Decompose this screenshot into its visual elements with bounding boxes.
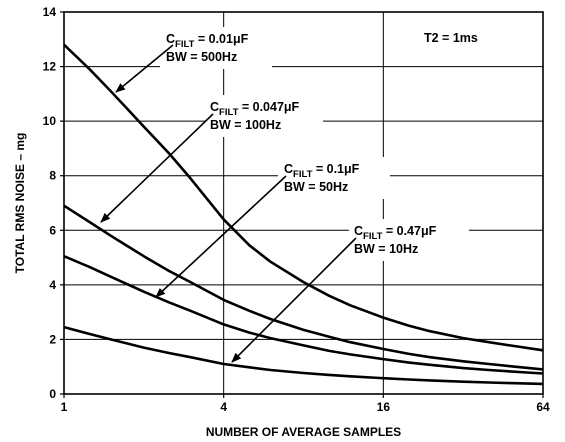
y-axis-label: TOTAL RMS NOISE – mg	[13, 133, 27, 274]
annotation-bw-c2: BW = 100Hz	[210, 118, 281, 132]
x-tick-label-1: 4	[220, 400, 227, 414]
annotation-cfilt-c3: CFILT = 0.1μF	[284, 162, 360, 180]
annotation-bw-c3: BW = 50Hz	[284, 180, 348, 194]
annotation-arrow-c2	[100, 113, 214, 223]
annotation-cfilt-c2: CFILT = 0.047μF	[210, 100, 300, 118]
plot-frame	[63, 11, 544, 395]
noise-curve-1	[63, 43, 544, 352]
y-tick-label-5: 10	[43, 114, 57, 128]
y-tick-label-0: 0	[49, 387, 56, 401]
curve-layer	[63, 43, 544, 386]
annotation-arrow-c4	[231, 237, 357, 363]
y-tick-label-4: 8	[49, 169, 56, 183]
grid-layer	[64, 12, 543, 394]
annotation-bg-c2	[205, 95, 323, 137]
y-tick-label-1: 2	[49, 332, 56, 346]
y-tick-label-3: 6	[49, 223, 56, 237]
noise-curve-3	[63, 255, 544, 375]
annotation-bg-c1	[160, 27, 272, 69]
x-tick-label-3: 64	[536, 400, 550, 414]
y-tick-label-6: 12	[43, 60, 57, 74]
annotation-bg-c3	[278, 157, 390, 199]
annotation-bw-c4: BW = 10Hz	[354, 242, 418, 256]
noise-curve-4	[63, 325, 544, 386]
x-axis-label: NUMBER OF AVERAGE SAMPLES	[206, 425, 401, 439]
annotation-bw-c1: BW = 500Hz	[166, 50, 237, 64]
x-tick-label-2: 16	[377, 400, 391, 414]
y-tick-label-2: 4	[49, 278, 56, 292]
annotation-cfilt-c1: CFILT = 0.01μF	[166, 32, 249, 50]
noise-curve-2	[63, 204, 544, 371]
annotation-arrow-c3	[155, 175, 287, 298]
annotation-t2: T2 = 1ms	[424, 31, 478, 45]
y-tick-label-7: 14	[43, 5, 57, 19]
annotation-cfilt-c4: CFILT = 0.47μF	[354, 224, 437, 242]
annotation-arrow-c1	[115, 44, 174, 93]
x-tick-label-0: 1	[61, 400, 68, 414]
annotation-bg-c4	[349, 219, 469, 261]
